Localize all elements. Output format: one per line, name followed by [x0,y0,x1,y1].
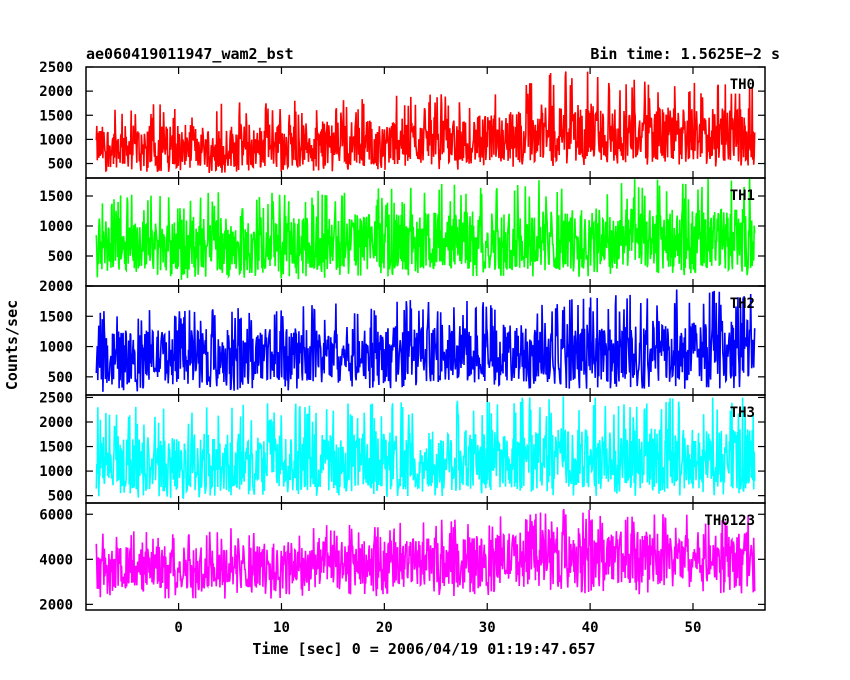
series-line-th0 [95,71,756,173]
y-tick-label: 1500 [39,189,73,205]
panel-th1: 0 500 1000 1500 TH1 [39,177,766,295]
y-tick-label: 0 [65,279,73,295]
panel-th0: 500 1000 1500 2000 2500 TH0 [39,60,766,179]
x-tick-label: 20 [376,620,393,636]
y-tick-label: 1000 [39,464,73,480]
x-tick-label: 10 [273,620,290,636]
panel-label-th2: TH2 [730,296,755,312]
chart-subtitle: Bin time: 1.5625E−2 s [590,45,780,63]
y-axis-label: Counts/sec [3,300,21,390]
series-line-th2 [95,289,756,392]
y-tick-label: 2000 [39,84,73,100]
chart-title: ae060419011947_wam2_bst [86,45,294,63]
panel-label-th0: TH0 [730,77,755,93]
y-tick-label: 500 [48,489,73,505]
y-tick-label: 2000 [39,597,73,613]
y-tick-label: 1500 [39,309,73,325]
panel-th2: 500 1000 1500 2000 TH2 [39,279,766,396]
x-axis-label: Time [sec] 0 = 2006/04/19 01:19:47.657 [252,640,595,658]
panel-th0123: 2000 4000 6000 TH0123 [39,502,766,613]
series-line-th1 [95,178,756,280]
y-tick-label: 2500 [39,390,73,406]
panel-frame [85,502,766,611]
y-tick-label: 1000 [39,219,73,235]
y-tick-label: 2500 [39,60,73,76]
x-tick-label: 0 [174,620,182,636]
y-tick-label: 500 [48,370,73,386]
y-tick-label: 1500 [39,440,73,456]
y-tick-label: 4000 [39,552,73,568]
y-tick-label: 1000 [39,132,73,148]
y-tick-label: 2000 [39,279,73,295]
x-tick-label: 40 [582,620,599,636]
panel-label-th0123: TH0123 [704,513,755,529]
series-line-th3 [95,396,756,500]
panel-th3: 500 1000 1500 2000 2500 TH3 [39,390,766,505]
y-tick-label: 500 [48,249,73,265]
series-line-th0123 [95,508,756,599]
y-tick-label: 6000 [39,507,73,523]
y-tick-label: 500 [48,157,73,173]
x-tick-label: 30 [479,620,496,636]
y-tick-label: 2000 [39,415,73,431]
x-tick-label: 50 [685,620,702,636]
y-tick-label: 1000 [39,340,73,356]
panel-label-th3: TH3 [730,405,755,421]
y-tick-label: 1500 [39,108,73,124]
panel-label-th1: TH1 [730,188,755,204]
